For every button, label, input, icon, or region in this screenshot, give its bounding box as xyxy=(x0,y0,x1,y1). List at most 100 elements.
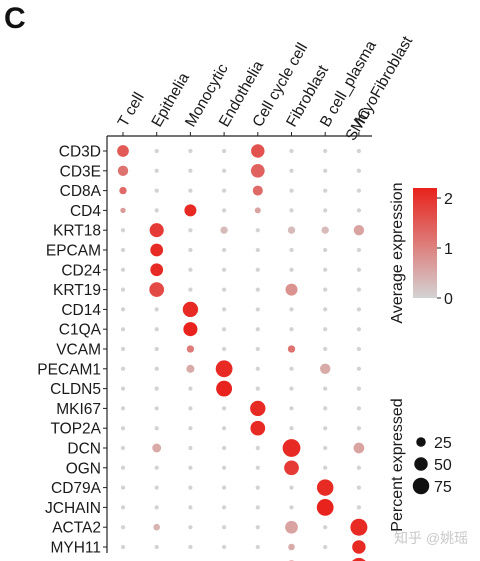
dot xyxy=(252,185,263,196)
dot xyxy=(255,465,260,470)
dot xyxy=(323,208,328,213)
dot xyxy=(320,363,331,374)
dot xyxy=(316,479,334,496)
dot xyxy=(323,247,328,253)
dot xyxy=(220,226,228,234)
dot xyxy=(154,505,159,510)
dot xyxy=(154,366,159,371)
dot xyxy=(282,439,301,457)
dot xyxy=(188,188,193,193)
dot xyxy=(323,346,328,352)
dot xyxy=(154,188,159,193)
size-legend-label: 25 xyxy=(434,435,452,452)
dot xyxy=(221,544,227,550)
y-tick-label: CD8A xyxy=(60,183,102,200)
dot xyxy=(120,544,126,550)
dot xyxy=(255,505,260,510)
dot xyxy=(221,485,227,490)
dot xyxy=(323,188,328,193)
dot xyxy=(255,445,260,451)
dot xyxy=(221,287,227,292)
dot xyxy=(289,485,294,490)
dot xyxy=(221,168,227,173)
size-legend-dot xyxy=(414,457,428,471)
dot xyxy=(321,226,329,234)
dot xyxy=(119,186,127,195)
dot xyxy=(221,406,227,411)
dot xyxy=(120,525,126,530)
dot xyxy=(154,465,159,470)
dot xyxy=(353,225,365,236)
dot xyxy=(289,208,294,213)
y-tick-label: DCN xyxy=(67,441,101,458)
dot xyxy=(323,148,328,154)
dot xyxy=(188,465,193,470)
y-tick-label: CLDN5 xyxy=(50,381,101,398)
dot xyxy=(356,168,362,173)
y-tick-label: CD3E xyxy=(60,163,101,180)
dot xyxy=(356,208,362,213)
dot xyxy=(323,406,328,411)
dot xyxy=(287,226,296,234)
dot xyxy=(356,267,362,272)
y-tick-label: VCAM xyxy=(56,342,101,359)
dot xyxy=(356,188,362,193)
dot xyxy=(255,228,260,233)
dot xyxy=(188,406,193,411)
dot xyxy=(120,426,126,431)
dot xyxy=(152,443,162,453)
size-legend-dot xyxy=(416,437,426,447)
dot xyxy=(255,544,260,550)
dot xyxy=(120,267,126,272)
dot xyxy=(216,380,233,397)
color-tick-label: 1 xyxy=(444,241,453,258)
dot xyxy=(120,485,126,490)
y-tick-label: EPCAM xyxy=(46,243,101,260)
dot xyxy=(255,386,260,391)
dot xyxy=(188,228,193,233)
plot-frame xyxy=(106,135,372,553)
dot xyxy=(120,327,126,332)
dot xyxy=(221,445,227,451)
dot xyxy=(120,406,126,411)
dot xyxy=(184,204,197,217)
dot xyxy=(149,223,164,238)
dot xyxy=(350,518,368,536)
dot xyxy=(188,426,193,431)
dot xyxy=(154,148,159,154)
dot xyxy=(289,386,294,391)
dot xyxy=(323,287,328,292)
dot xyxy=(221,505,227,510)
y-tick-label: PECAM1 xyxy=(37,361,101,378)
dot xyxy=(221,188,227,193)
dot xyxy=(288,543,295,551)
dot xyxy=(254,207,261,214)
dot xyxy=(120,346,126,352)
y-tick-label: CD3D xyxy=(59,144,101,161)
dot xyxy=(251,144,265,158)
y-tick-label: KRT19 xyxy=(53,282,101,299)
dot xyxy=(353,442,365,454)
dot xyxy=(186,364,195,373)
x-tick-label: T cell xyxy=(115,90,148,130)
dot xyxy=(221,208,227,213)
dot xyxy=(250,163,265,178)
dot xyxy=(323,307,328,312)
dot xyxy=(323,386,328,391)
dot xyxy=(221,346,227,352)
y-tick-label: TOP2A xyxy=(50,421,101,438)
dot xyxy=(255,525,260,530)
dot xyxy=(323,426,328,431)
dot xyxy=(356,346,362,352)
dots xyxy=(117,144,368,561)
dot xyxy=(188,386,193,391)
dot xyxy=(323,327,328,332)
dot xyxy=(154,544,159,550)
dot xyxy=(356,366,362,371)
dot xyxy=(352,557,366,561)
dot xyxy=(289,188,294,193)
dot xyxy=(188,267,193,272)
size-legend-title: Percent expressed xyxy=(389,398,406,531)
dot xyxy=(323,525,328,530)
dot xyxy=(285,520,298,534)
